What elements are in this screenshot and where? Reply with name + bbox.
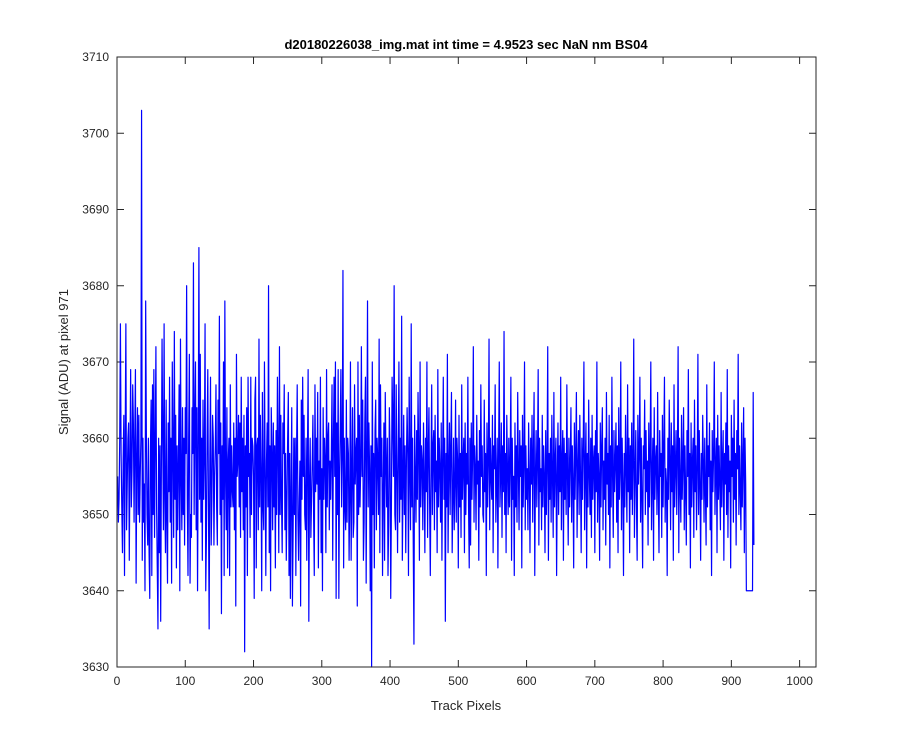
x-axis-label: Track Pixels bbox=[431, 698, 502, 713]
x-tick-label: 600 bbox=[517, 674, 537, 688]
y-tick-label: 3640 bbox=[82, 584, 109, 598]
y-tick-label: 3690 bbox=[82, 203, 109, 217]
plot-frame bbox=[116, 56, 817, 668]
y-tick-label: 3650 bbox=[82, 508, 109, 522]
x-tick-label: 0 bbox=[114, 674, 121, 688]
series-group bbox=[117, 109, 755, 668]
x-tick-label: 100 bbox=[175, 674, 195, 688]
y-tick-label: 3670 bbox=[82, 355, 109, 369]
y-axis-label: Signal (ADU) at pixel 971 bbox=[56, 289, 71, 435]
y-tick-label: 3630 bbox=[82, 660, 109, 674]
x-tick-label: 900 bbox=[721, 674, 741, 688]
axis-ticks: 0 100 200 300 400 500 600 700 800 900 1000 3630 3640… bbox=[82, 50, 816, 688]
y-tick-label: 3700 bbox=[82, 126, 109, 140]
x-tick-label: 700 bbox=[585, 674, 605, 688]
x-tick-label: 800 bbox=[653, 674, 673, 688]
x-tick-label: 400 bbox=[380, 674, 400, 688]
plot-area bbox=[117, 57, 816, 667]
y-tick-label: 3710 bbox=[82, 50, 109, 64]
y-tick-label: 3660 bbox=[82, 431, 109, 445]
x-tick-label: 500 bbox=[448, 674, 468, 688]
y-tick-label: 3680 bbox=[82, 279, 109, 293]
x-tick-label: 300 bbox=[312, 674, 332, 688]
chart-title: d20180226038_img.mat int time = 4.9523 s… bbox=[284, 37, 648, 52]
series-line-0 bbox=[117, 109, 755, 668]
x-tick-label: 1000 bbox=[786, 674, 813, 688]
x-tick-label: 200 bbox=[244, 674, 264, 688]
